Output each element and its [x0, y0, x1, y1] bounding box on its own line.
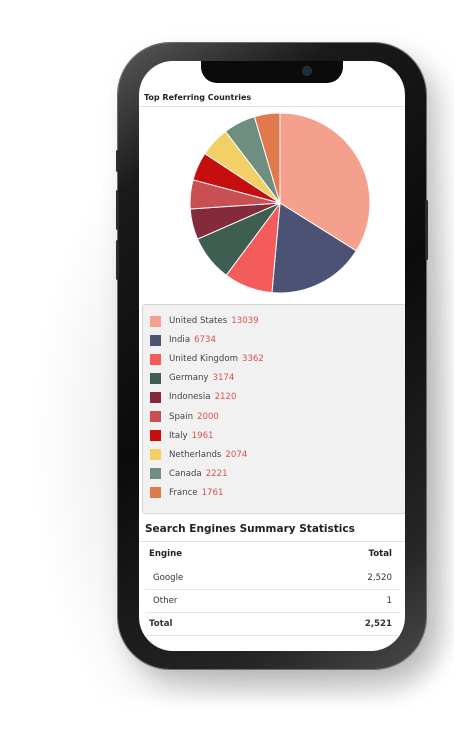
legend-item[interactable]: India 6734 — [150, 334, 216, 346]
legend-swatch — [150, 468, 161, 480]
legend-label: Spain — [169, 411, 194, 422]
engine-name: Google — [153, 573, 184, 583]
legend-swatch — [150, 372, 161, 384]
row-divider — [145, 635, 400, 636]
legend-label: Canada — [169, 468, 202, 479]
row-divider — [145, 612, 400, 613]
engine-header: Engine — [149, 549, 183, 559]
legend-item[interactable]: United States 13039 — [150, 315, 259, 327]
legend-item[interactable]: United Kingdom 3362 — [150, 353, 264, 365]
engine-total: 1 — [386, 596, 392, 606]
legend-value: 2120 — [214, 392, 237, 403]
table-row: Other 1 — [145, 591, 400, 613]
total-label: Total — [149, 619, 173, 629]
legend-item[interactable]: Indonesia 2120 — [150, 391, 236, 403]
legend-value: 3174 — [212, 373, 235, 384]
total-value: 2,521 — [364, 619, 392, 629]
legend-value: 13039 — [231, 316, 259, 326]
pie-slice-india[interactable] — [271, 202, 357, 294]
legend-swatch — [150, 411, 161, 422]
table-row: Google 2,520 — [145, 568, 400, 590]
legend-label: United States — [169, 316, 228, 326]
legend-value: 2221 — [205, 468, 228, 479]
legend-value: 3362 — [241, 354, 264, 365]
divider — [139, 106, 405, 107]
legend-item[interactable]: Netherlands 2074 — [150, 449, 247, 461]
legend-label: France — [169, 487, 198, 498]
legend-value: 2074 — [225, 449, 248, 460]
legend-swatch — [150, 391, 161, 403]
engine-total: 2,520 — [367, 573, 392, 583]
engine-name: Other — [153, 596, 178, 606]
legend-label: Netherlands — [169, 449, 222, 460]
pie-slice-united-states[interactable] — [279, 112, 371, 252]
legend-label: Germany — [169, 373, 209, 384]
legend-value: 1961 — [191, 430, 214, 441]
legend-item[interactable]: Germany 3174 — [150, 372, 234, 384]
mute-switch — [116, 150, 119, 172]
notch — [201, 61, 343, 83]
volume-up-button — [116, 190, 119, 230]
legend-value: 6734 — [194, 335, 216, 346]
legend-label: Italy — [169, 430, 188, 441]
legend-swatch — [150, 430, 161, 442]
legend-value: 2000 — [197, 411, 219, 422]
legend-swatch — [150, 487, 161, 499]
chart-title: Top Referring Countries — [144, 93, 252, 102]
legend-label: United Kingdom — [169, 354, 238, 365]
legend-label: Indonesia — [169, 392, 211, 403]
table-total-row: Total 2,521 — [145, 614, 400, 636]
total-header: Total — [368, 549, 392, 559]
legend-label: India — [169, 335, 191, 346]
chart-legend: United States 13039 India 6734 United Kingdo… — [142, 304, 405, 514]
pie-slice-france[interactable] — [253, 112, 281, 204]
row-divider — [145, 589, 400, 590]
legend-item[interactable]: Canada 2221 — [150, 468, 228, 480]
legend-value: 1761 — [201, 487, 224, 498]
divider — [139, 541, 405, 542]
phone-screen: Top Referring Countries United States 130… — [139, 61, 405, 651]
legend-item[interactable]: France 1761 — [150, 487, 223, 499]
search-engines-title: Search Engines Summary Statistics — [145, 523, 355, 535]
legend-item[interactable]: Spain 2000 — [150, 411, 219, 423]
legend-swatch — [150, 334, 161, 346]
volume-down-button — [116, 240, 119, 280]
legend-swatch — [150, 449, 161, 461]
legend-item[interactable]: Italy 1961 — [150, 430, 214, 442]
table-header-row: Engine Total — [145, 544, 400, 566]
power-button — [425, 200, 428, 260]
legend-swatch — [150, 315, 161, 327]
legend-swatch — [150, 353, 161, 365]
pie-chart — [189, 112, 371, 294]
camera-icon — [303, 67, 311, 75]
